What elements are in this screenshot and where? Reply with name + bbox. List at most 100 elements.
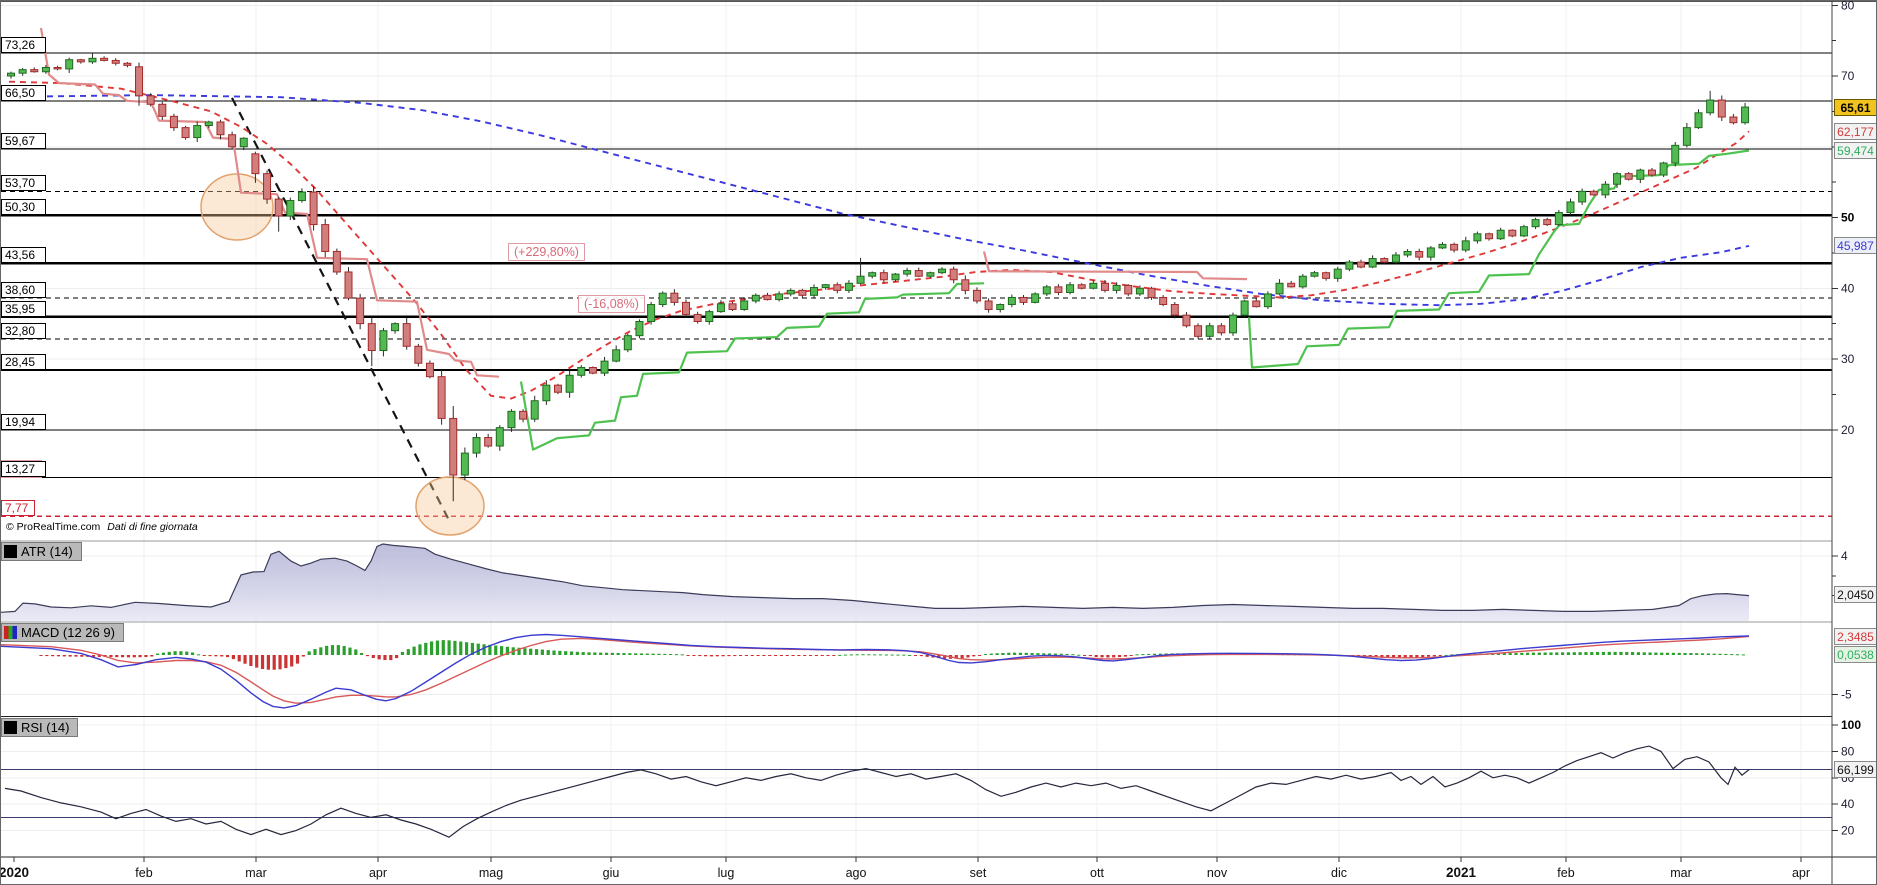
salmon-stop-segment [982, 251, 1248, 281]
candle [1159, 296, 1168, 306]
axis-tick-label: 80 [1841, 1, 1855, 12]
candle [53, 67, 62, 70]
candle [1054, 286, 1063, 293]
candle [1461, 240, 1470, 251]
candle [402, 323, 411, 347]
candle [495, 427, 504, 447]
month-label: giu [603, 866, 620, 880]
candle [1485, 233, 1494, 240]
copyright-line: © ProRealTime.com Dati di fine giornata [3, 521, 201, 533]
candle [7, 72, 15, 77]
salmon-stop-line [39, 27, 1248, 378]
rsi-indicator-legend[interactable]: RSI (14) [1, 718, 79, 737]
month-label: feb [1557, 866, 1574, 880]
candle [1391, 254, 1400, 263]
macd-indicator-legend[interactable]: MACD (12 26 9) [1, 623, 124, 642]
axis-tick-label: 50 [1841, 211, 1855, 225]
axis-tick-label: 100 [1841, 718, 1861, 732]
candle [1182, 314, 1191, 327]
candle [1310, 272, 1319, 277]
candle [216, 121, 225, 136]
candle [251, 153, 260, 175]
candle [856, 275, 865, 284]
candle [903, 270, 912, 275]
blue-ma [35, 94, 1750, 307]
month-label: dic [1331, 866, 1347, 880]
highlight-ellipse[interactable] [200, 173, 274, 241]
candle [379, 330, 388, 352]
candle [1438, 243, 1447, 249]
value-box-macd-hist-value: 0,0538 [1834, 646, 1876, 664]
price-level-label[interactable]: 7,77 [1, 500, 35, 517]
value-box-last-price: 65,61 [1834, 98, 1876, 116]
candle [1275, 282, 1284, 295]
candle [1042, 286, 1051, 295]
value-box-atr-value: 2,0450 [1834, 586, 1876, 604]
candle [484, 437, 493, 447]
price-level-label[interactable]: 35,95 [1, 300, 46, 317]
macd-color-swatch-icon [4, 626, 17, 639]
candle [1682, 127, 1691, 146]
atr-indicator-legend[interactable]: ATR (14) [1, 542, 82, 561]
macd-main-line [1, 633, 1750, 709]
candle [437, 376, 446, 419]
atr-panel-series [1, 543, 1750, 621]
candle [1473, 233, 1482, 242]
candle [542, 384, 551, 402]
candle [123, 62, 132, 66]
candle [356, 297, 365, 325]
axis-tick-label: 4 [1841, 549, 1848, 563]
candle [1205, 325, 1214, 337]
candle [1066, 284, 1075, 293]
percent-annotation-pullback[interactable]: (-16,08%) [578, 295, 645, 313]
price-level-label[interactable]: 28,45 [1, 353, 46, 370]
candle [1252, 300, 1261, 308]
price-level-label[interactable]: 59,67 [1, 133, 46, 150]
highlight-ellipse[interactable] [415, 476, 485, 536]
highlight-ellipses [200, 173, 485, 536]
candle [891, 273, 900, 281]
candle [763, 294, 772, 301]
price-level-label[interactable]: 19,94 [1, 414, 46, 431]
percent-annotation-rise[interactable]: (+229,80%) [508, 243, 585, 261]
candle [1578, 190, 1587, 203]
candle [1508, 229, 1517, 237]
price-level-label[interactable]: 38,60 [1, 282, 46, 299]
candle [1240, 300, 1249, 316]
price-level-label[interactable]: 32,80 [1, 323, 46, 340]
candle [833, 284, 842, 291]
candle [751, 294, 760, 302]
candle [1089, 282, 1098, 289]
price-level-label[interactable]: 50,30 [1, 199, 46, 216]
candle [740, 300, 749, 310]
candle [1543, 219, 1552, 226]
candle [1217, 325, 1226, 334]
price-level-label[interactable]: 66,50 [1, 84, 46, 101]
candle [1263, 293, 1272, 308]
value-box-green-stop-value: 59,474 [1834, 141, 1876, 159]
candle [519, 410, 528, 420]
candle [297, 191, 306, 202]
provider-copyright: © ProRealTime.com [6, 521, 101, 533]
price-level-label[interactable]: 13,27 [1, 461, 46, 478]
axis-tick-label: 70 [1841, 69, 1855, 83]
candle [181, 127, 190, 139]
price-level-label[interactable]: 73,26 [1, 36, 46, 53]
value-box-macd-signal-value: 2,3485 [1834, 627, 1876, 645]
candle [367, 323, 376, 352]
candle [938, 268, 947, 274]
candle [1031, 293, 1040, 303]
candle [1659, 162, 1668, 176]
candle [1589, 190, 1598, 196]
candle [810, 287, 819, 296]
candle [1403, 250, 1412, 256]
axis-tick-label: 20 [1841, 423, 1855, 437]
candle [1194, 325, 1203, 337]
candle [1729, 116, 1738, 124]
price-level-label[interactable]: 53,70 [1, 175, 46, 192]
price-level-label[interactable]: 43,56 [1, 247, 46, 264]
